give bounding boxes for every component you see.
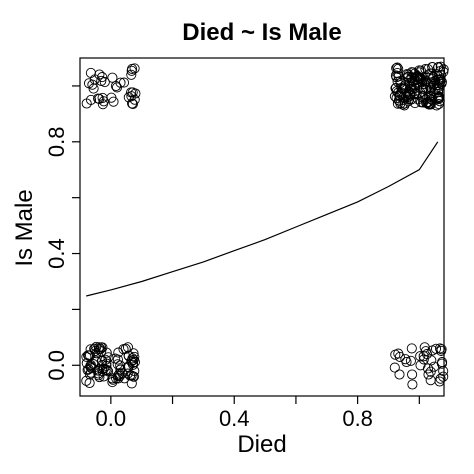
- data-point: [85, 67, 96, 78]
- data-point: [413, 94, 424, 105]
- data-point: [415, 360, 426, 371]
- data-point: [435, 66, 446, 77]
- data-point: [126, 378, 137, 389]
- y-axis: 0.0 0.4 0.8: [44, 85, 80, 381]
- data-point: [425, 90, 436, 101]
- data-point: [126, 69, 137, 80]
- data-point: [430, 84, 441, 95]
- data-point: [427, 95, 438, 106]
- data-point: [399, 80, 410, 91]
- data-point: [129, 63, 140, 74]
- data-point: [89, 343, 100, 354]
- data-point: [421, 349, 433, 360]
- data-point: [97, 72, 108, 83]
- data-point: [90, 345, 101, 356]
- fit-curve: [86, 141, 439, 297]
- data-point: [394, 369, 405, 380]
- data-point: [400, 354, 411, 365]
- y-tick-label: 0.8: [44, 127, 69, 158]
- data-point: [127, 98, 138, 109]
- data-point: [436, 345, 447, 356]
- data-point: [438, 66, 449, 77]
- data-point: [425, 375, 436, 386]
- y-tick-label: 0.0: [44, 350, 69, 381]
- x-tick-label: 0.8: [342, 406, 373, 431]
- x-axis-label: Died: [237, 431, 286, 458]
- data-point: [85, 359, 96, 371]
- data-point: [407, 379, 418, 390]
- data-point: [429, 361, 440, 372]
- y-axis-label: Is Male: [11, 189, 38, 266]
- data-point: [406, 72, 417, 83]
- x-tick-label: 0.4: [219, 406, 250, 431]
- data-point: [423, 369, 434, 380]
- data-point: [107, 72, 118, 83]
- data-point: [120, 343, 131, 354]
- data-point: [407, 369, 418, 380]
- data-point: [416, 97, 427, 108]
- data-point: [93, 93, 104, 104]
- data-point: [85, 344, 96, 355]
- data-point: [111, 82, 123, 93]
- data-point: [88, 83, 99, 94]
- data-point: [94, 372, 105, 383]
- data-point: [110, 353, 121, 364]
- data-point: [122, 342, 134, 353]
- data-point: [101, 358, 112, 369]
- data-point: [128, 348, 139, 359]
- data-point: [85, 367, 97, 378]
- data-point: [436, 78, 447, 89]
- data-point: [437, 357, 448, 368]
- data-point: [96, 360, 108, 371]
- data-point: [425, 84, 436, 95]
- data-point: [418, 351, 429, 362]
- data-point: [81, 375, 92, 386]
- data-point: [84, 377, 95, 389]
- data-point: [85, 94, 97, 105]
- data-point: [110, 80, 122, 92]
- x-axis: 0.0 0.4 0.8: [96, 396, 420, 431]
- data-point: [81, 351, 92, 362]
- data-point: [127, 357, 139, 369]
- data-point: [99, 77, 110, 88]
- data-point: [406, 343, 417, 354]
- data-point: [98, 96, 109, 107]
- chart-title: Died ~ Is Male: [182, 19, 341, 46]
- data-point: [434, 96, 445, 107]
- data-point: [389, 362, 400, 373]
- data-point: [393, 348, 404, 359]
- data-point: [127, 87, 138, 98]
- data-point: [405, 355, 416, 366]
- data-point: [392, 98, 403, 109]
- data-point: [112, 359, 123, 370]
- data-points: [81, 61, 449, 390]
- data-point: [411, 88, 422, 99]
- data-point: [404, 77, 415, 89]
- data-point: [126, 370, 137, 381]
- data-point: [418, 354, 429, 365]
- data-point: [108, 96, 119, 107]
- data-point: [126, 65, 137, 76]
- data-point: [435, 373, 446, 384]
- data-point: [425, 366, 436, 377]
- data-point: [107, 373, 118, 384]
- x-tick-label: 0.0: [96, 406, 127, 431]
- data-point: [438, 371, 449, 382]
- data-point: [417, 83, 428, 94]
- plot-frame: [79, 57, 445, 397]
- data-point: [389, 91, 400, 102]
- data-point: [395, 88, 406, 99]
- data-point: [401, 90, 412, 101]
- y-tick-label: 0.4: [44, 238, 69, 269]
- data-point: [427, 345, 438, 356]
- data-point: [420, 76, 431, 87]
